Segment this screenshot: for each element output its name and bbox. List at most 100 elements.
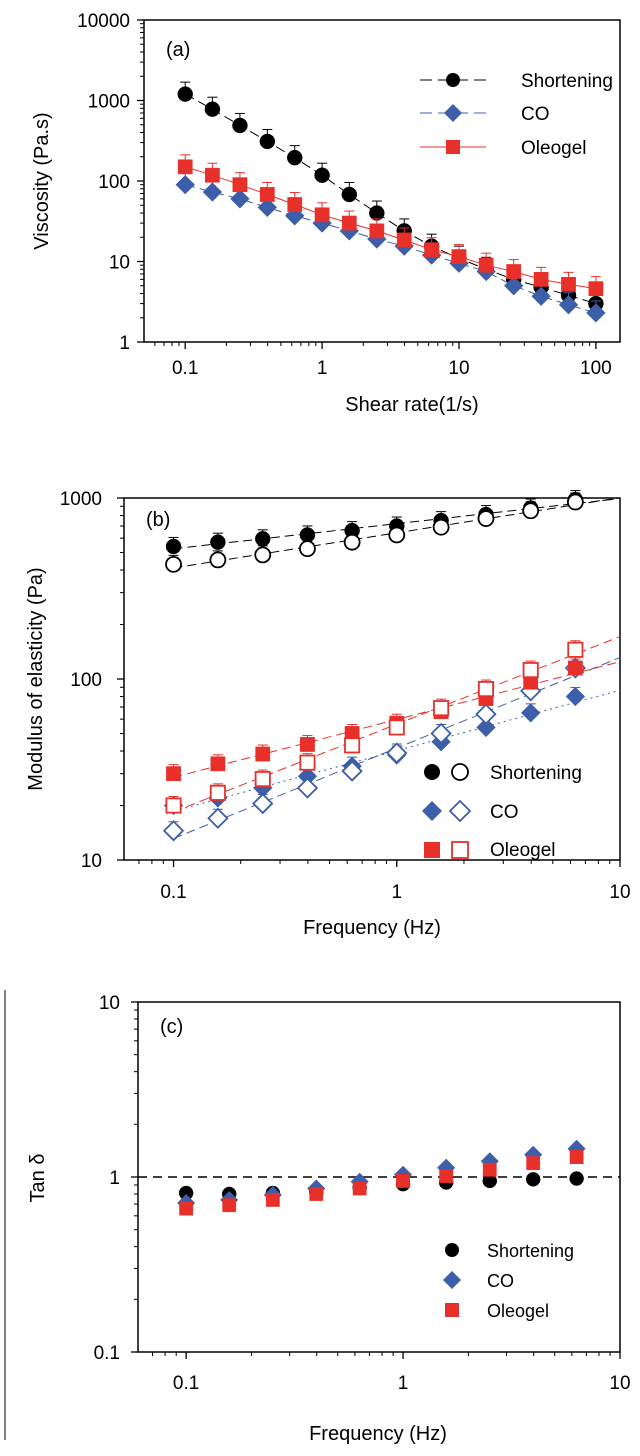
data-point-shortening — [314, 167, 330, 183]
x-axis-label: Frequency (Hz) — [303, 917, 441, 939]
legend-label-shortening: Shortening — [487, 1241, 574, 1261]
x-axis-label: Shear rate(1/s) — [345, 394, 478, 416]
data-point-oleogel — [341, 215, 357, 231]
legend-item-shortening: Shortening — [445, 1241, 574, 1261]
series-co — [177, 1139, 586, 1213]
data-point-oleogel — [265, 1192, 280, 1207]
data-point-shortening — [299, 540, 316, 558]
legend-label-oleogel: Oleogel — [490, 840, 556, 861]
data-point-oleogel — [526, 1156, 541, 1171]
data-point-oleogel — [165, 797, 182, 814]
data-point-oleogel — [254, 771, 271, 788]
data-point-co — [520, 703, 541, 723]
y-tick-label: 1000 — [88, 92, 130, 113]
data-point-oleogel — [506, 264, 522, 279]
series-layer — [175, 81, 606, 323]
data-point-shortening — [369, 205, 385, 221]
legend-marker-oleogel — [446, 140, 460, 154]
data-point-oleogel — [533, 271, 549, 287]
data-point-co — [202, 182, 223, 202]
legend-marker-co-open — [448, 799, 472, 823]
data-point-oleogel — [222, 1198, 237, 1213]
data-point-shortening — [569, 1171, 584, 1186]
tick-group: 0.1 1 10 0.1 1 10 — [94, 993, 631, 1394]
panel-label: (a) — [166, 39, 190, 61]
data-point-oleogel — [205, 167, 220, 183]
y-tick-label: 10 — [109, 253, 130, 274]
data-point-co — [386, 742, 408, 764]
data-point-oleogel — [433, 700, 450, 717]
data-point-shortening — [254, 531, 271, 547]
data-point-oleogel — [344, 737, 361, 754]
legend-item-shortening: Shortening — [424, 763, 582, 784]
y-tick-label: 0.1 — [94, 1343, 120, 1364]
legend-label-co: CO — [490, 802, 519, 823]
data-point-shortening — [286, 149, 303, 166]
series-oleogel-open — [165, 636, 621, 814]
data-point-oleogel — [179, 1201, 194, 1216]
series-co-open — [162, 657, 621, 842]
data-point-co — [476, 717, 496, 738]
x-tick-label: 10 — [448, 358, 469, 379]
y-tick-label: 10 — [99, 993, 120, 1014]
y-tick-label: 10 — [81, 851, 102, 872]
data-point-shortening — [343, 533, 361, 551]
legend-label-shortening: Shortening — [521, 71, 613, 92]
series-line — [184, 93, 597, 305]
data-point-oleogel — [232, 177, 248, 193]
legend-label-co: CO — [521, 104, 550, 125]
panel-a-viscosity: 0.1 1 10 100 1 10 100 1000 10000 (a) Shear rate(… — [31, 11, 621, 416]
data-point-shortening — [165, 538, 182, 555]
data-point-shortening — [259, 133, 276, 150]
data-point-shortening — [204, 101, 221, 117]
y-tick-label: 10000 — [77, 11, 130, 32]
data-point-oleogel — [396, 1173, 410, 1188]
series-co — [175, 172, 606, 323]
legend-marker-oleogel-open — [451, 841, 469, 859]
y-tick-label: 1 — [119, 333, 130, 354]
x-tick-label: 10 — [609, 1373, 630, 1394]
data-point-oleogel — [482, 1162, 497, 1177]
data-point-oleogel — [561, 276, 576, 292]
data-point-co — [531, 286, 551, 306]
data-point-co — [430, 722, 452, 745]
data-point-oleogel — [177, 159, 193, 175]
data-point-oleogel — [451, 249, 467, 264]
data-point-co — [341, 760, 363, 782]
data-point-oleogel — [299, 754, 316, 771]
data-point-oleogel — [424, 242, 439, 258]
series-layer — [162, 490, 621, 842]
data-point-shortening — [432, 518, 450, 536]
panel-c-tan-delta: 0.1 1 10 0.1 1 10 (c) Frequency (Hz) Tan δ Sh… — [4, 990, 631, 1445]
data-point-shortening — [566, 493, 584, 511]
legend-marker-shortening-open — [451, 763, 469, 781]
data-point-oleogel — [309, 1187, 324, 1201]
data-point-oleogel — [567, 660, 583, 676]
legend-item-co: CO — [420, 104, 550, 125]
data-point-oleogel — [255, 746, 271, 762]
data-point-shortening — [522, 502, 540, 520]
x-tick-label: 1 — [391, 882, 402, 903]
data-point-oleogel — [210, 756, 226, 772]
series-layer — [177, 1139, 586, 1216]
data-point-co — [162, 820, 185, 842]
data-point-shortening — [165, 555, 182, 573]
data-point-oleogel — [166, 766, 181, 782]
data-point-shortening — [525, 1172, 541, 1187]
legend-item-oleogel: Oleogel — [445, 1301, 549, 1321]
legend-marker-shortening — [445, 1243, 459, 1257]
data-point-shortening — [232, 117, 248, 134]
y-tick-label: 1 — [109, 1168, 120, 1189]
data-point-oleogel — [478, 257, 494, 273]
data-point-oleogel — [396, 232, 412, 248]
legend-label-oleogel: Oleogel — [521, 138, 587, 159]
data-point-shortening — [209, 551, 227, 569]
data-point-oleogel — [209, 784, 226, 801]
legend-marker-oleogel — [445, 1303, 459, 1317]
data-point-oleogel — [588, 281, 604, 297]
legend-item-oleogel: Oleogel — [420, 138, 587, 159]
data-point-oleogel — [314, 207, 330, 223]
data-point-oleogel — [569, 1150, 584, 1164]
series-oleogel — [177, 154, 604, 297]
